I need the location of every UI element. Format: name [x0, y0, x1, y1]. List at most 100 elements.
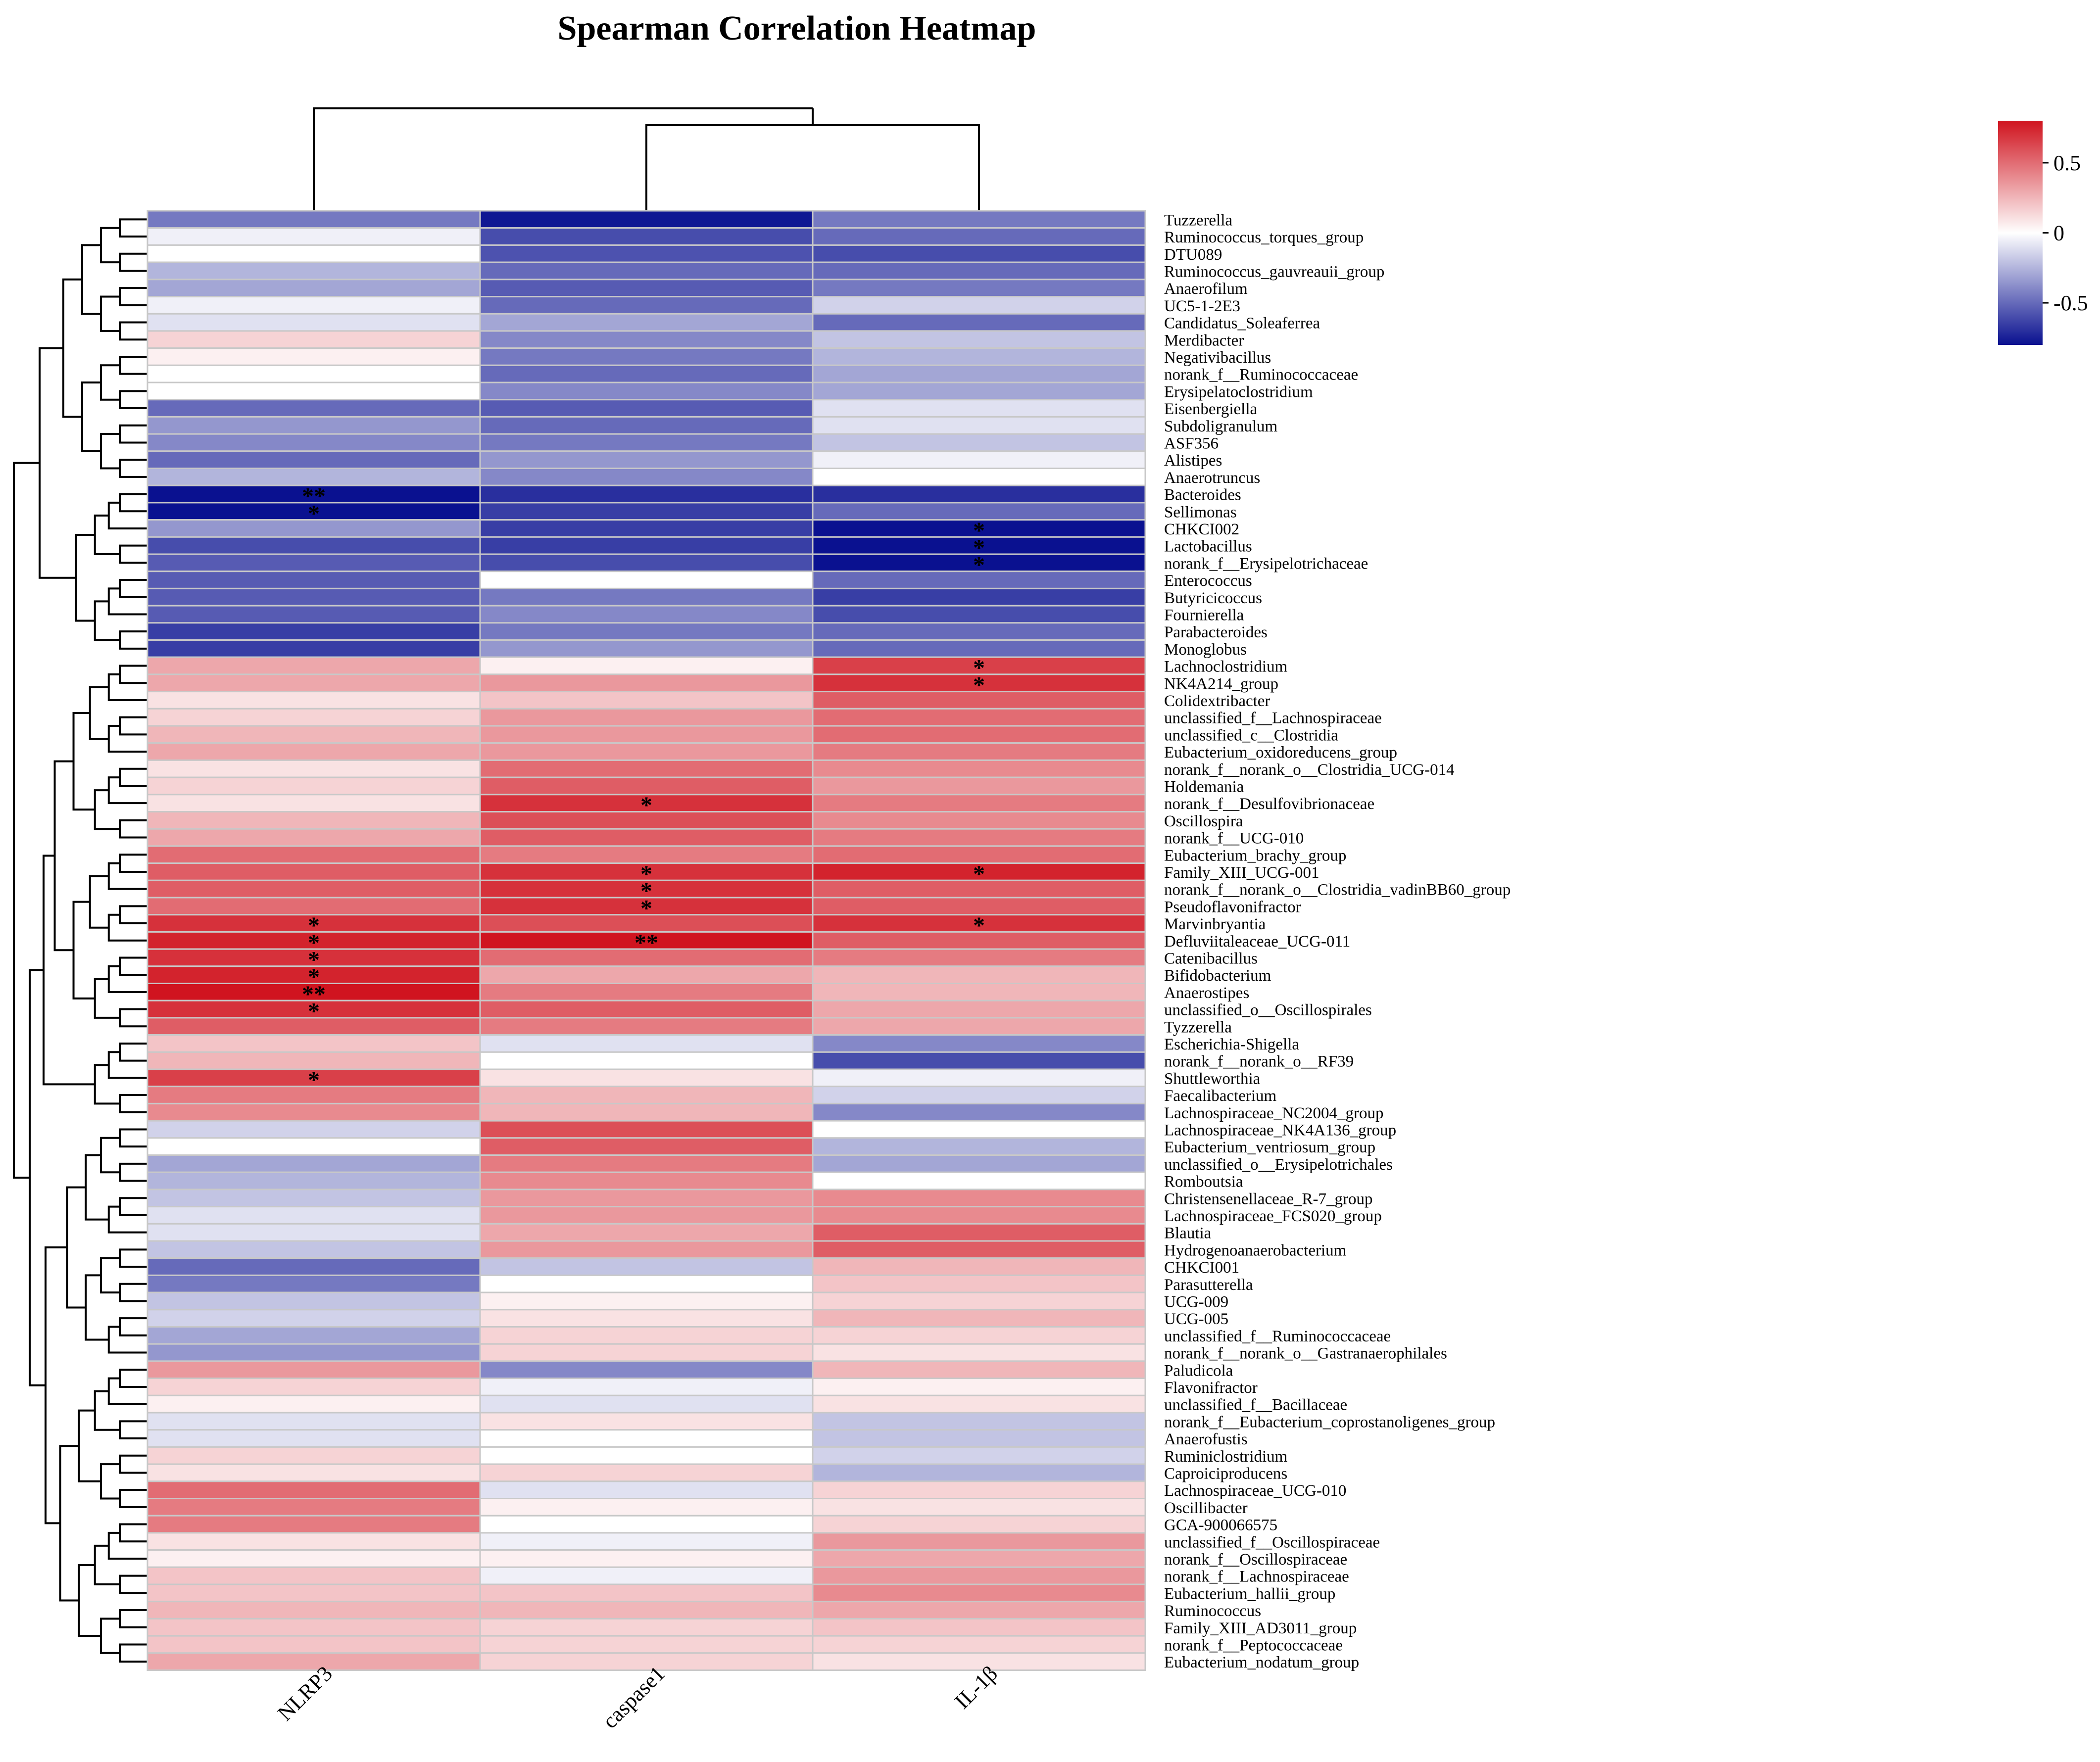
heatmap-cell	[812, 587, 1146, 607]
row-label: Christensenellaceae_R-7_group	[1164, 1190, 1373, 1208]
heatmap-cell	[812, 1274, 1146, 1293]
row-dendrogram-link	[100, 1618, 120, 1654]
row-dendrogram-link	[119, 1317, 147, 1336]
row-label: UC5-1-2E3	[1164, 297, 1240, 315]
heatmap-cell	[812, 1343, 1146, 1362]
row-dendrogram-link	[119, 493, 147, 513]
row-label: Eubacterium_nodatum_group	[1164, 1654, 1359, 1671]
row-label: Faecalibacterium	[1164, 1087, 1277, 1105]
row-label: Family_XIII_UCG-001	[1164, 864, 1319, 882]
heatmap-cell	[812, 1394, 1146, 1414]
heatmap-cell	[812, 914, 1146, 933]
heatmap-cell	[479, 416, 814, 435]
heatmap-cell	[147, 828, 481, 847]
heatmap-cell	[147, 656, 481, 675]
heatmap-cell	[479, 536, 814, 555]
row-label: Oscillibacter	[1164, 1499, 1248, 1517]
heatmap-cell	[147, 708, 481, 727]
row-dendrogram-link	[94, 1390, 120, 1431]
heatmap-cell	[812, 1532, 1146, 1551]
significance-star: *	[640, 792, 652, 818]
heatmap-cell	[812, 673, 1146, 693]
heatmap-cell	[147, 725, 481, 744]
heatmap-cell	[147, 416, 481, 435]
row-label: Colidextribacter	[1164, 692, 1270, 710]
row-dendrogram-link	[119, 905, 147, 925]
heatmap-cell	[812, 553, 1146, 572]
heatmap-cell	[812, 1360, 1146, 1380]
row-label: UCG-005	[1164, 1310, 1228, 1328]
heatmap-cell	[479, 759, 814, 778]
heatmap-cell	[479, 605, 814, 624]
heatmap-cell	[812, 1652, 1146, 1671]
significance-star: **	[302, 981, 326, 1007]
heatmap-cell	[479, 1189, 814, 1208]
row-dendrogram-link	[100, 1463, 120, 1500]
heatmap-cell	[812, 656, 1146, 675]
heatmap-cell	[812, 1223, 1146, 1242]
row-dendrogram-link	[94, 1544, 120, 1585]
row-dendrogram-link	[13, 462, 40, 1179]
heatmap-cell	[147, 1343, 481, 1362]
heatmap-cell	[479, 347, 814, 366]
heatmap-cell	[812, 1257, 1146, 1276]
heatmap-cell	[147, 296, 481, 315]
row-dendrogram-link	[107, 965, 147, 993]
row-label: norank_f__Ruminococcaceae	[1164, 366, 1358, 384]
heatmap-cell	[479, 725, 814, 744]
heatmap-cell	[479, 1206, 814, 1225]
row-dendrogram-link	[119, 819, 147, 839]
heatmap-cell	[479, 862, 814, 881]
heatmap-cell	[147, 965, 481, 985]
heatmap-cell	[147, 1601, 481, 1619]
heatmap-cell	[479, 1000, 814, 1019]
heatmap-cell	[812, 725, 1146, 744]
row-dendrogram-link	[119, 1489, 147, 1508]
significance-star: *	[640, 895, 652, 921]
significance-star: *	[973, 912, 985, 939]
row-dendrogram-link	[119, 544, 147, 564]
heatmap-cell	[147, 1102, 481, 1122]
heatmap-cell	[479, 364, 814, 383]
heatmap-cell	[479, 1120, 814, 1139]
heatmap-cell	[479, 571, 814, 589]
heatmap-cell	[479, 313, 814, 332]
row-dendrogram-link	[39, 347, 76, 579]
row-dendrogram-link	[119, 321, 147, 341]
heatmap-cell	[812, 742, 1146, 761]
heatmap-cell	[479, 1566, 814, 1585]
row-label: Eubacterium_oxidoreducens_group	[1164, 744, 1397, 762]
row-label: Negativibacillus	[1164, 349, 1271, 367]
row-dendrogram-link	[81, 381, 101, 452]
row-label: Bifidobacterium	[1164, 967, 1271, 985]
heatmap-cell	[147, 1618, 481, 1637]
row-label: Candidatus_Soleaferrea	[1164, 315, 1320, 333]
row-label: Defluviitaleaceae_UCG-011	[1164, 933, 1350, 951]
heatmap-cell	[812, 759, 1146, 778]
row-label: Merdibacter	[1164, 332, 1244, 349]
row-label: norank_f__norank_o__Clostridia_UCG-014	[1164, 761, 1455, 779]
heatmap-cell	[812, 931, 1146, 950]
heatmap-cell	[147, 450, 481, 469]
heatmap-cell	[147, 1446, 481, 1465]
heatmap-cell	[147, 1326, 481, 1345]
heatmap-cell	[479, 1086, 814, 1104]
heatmap-cell	[812, 1601, 1146, 1619]
row-label: Pseudoflavonifractor	[1164, 898, 1301, 916]
row-dendrogram-link	[119, 390, 147, 410]
heatmap-cell	[812, 1206, 1146, 1225]
row-label: unclassified_f__Bacillaceae	[1164, 1396, 1347, 1414]
row-dendrogram-link	[119, 956, 147, 976]
significance-star: *	[308, 947, 320, 973]
heatmap-cell	[147, 1291, 481, 1311]
row-label: Eubacterium_hallii_group	[1164, 1585, 1335, 1603]
heatmap-cell	[479, 708, 814, 727]
row-dendrogram-link	[119, 1162, 147, 1182]
row-dendrogram-link	[66, 1186, 86, 1309]
row-label: Sellimonas	[1164, 503, 1237, 521]
row-dendrogram-link	[107, 725, 147, 753]
row-dendrogram-link	[81, 244, 101, 315]
heatmap-cell	[479, 983, 814, 1001]
row-dendrogram-link	[107, 1326, 147, 1354]
heatmap-cell	[147, 931, 481, 950]
